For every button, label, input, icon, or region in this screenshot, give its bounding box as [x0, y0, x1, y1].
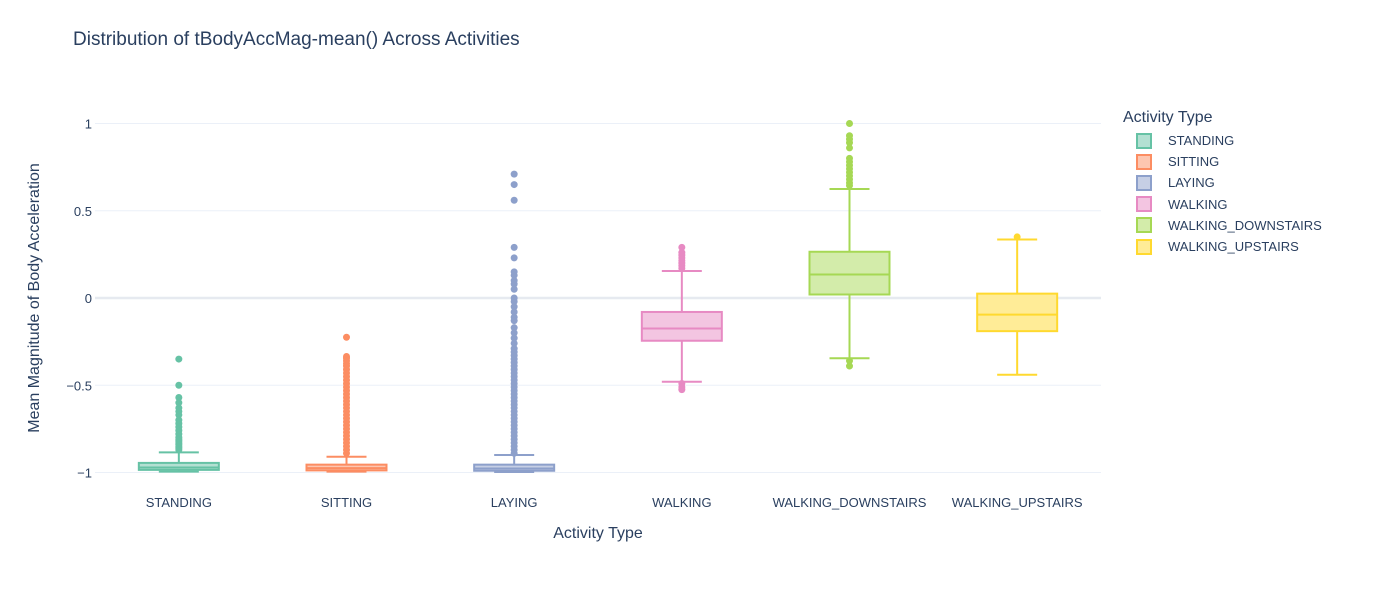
outlier-point: [510, 297, 518, 305]
outlier-point: [175, 399, 183, 407]
outlier-point: [846, 120, 853, 127]
outlier-point: [678, 386, 686, 394]
outlier-point: [510, 243, 518, 251]
outlier-point: [510, 254, 518, 262]
box-iqr: [808, 250, 891, 296]
x-axis-ticks: STANDING SITTING LAYING WALKING WALKING_DOWN…: [146, 495, 1083, 510]
outlier-point: [510, 308, 518, 316]
box-laying[interactable]: [473, 170, 556, 473]
outlier-point: [510, 339, 518, 347]
legend-item-sitting[interactable]: SITTING: [1123, 151, 1322, 172]
box-iqr: [137, 461, 220, 471]
legend-item-standing[interactable]: STANDING: [1123, 130, 1322, 151]
outlier-point: [510, 334, 518, 342]
box-standing[interactable]: [137, 355, 220, 473]
legend-item-walking[interactable]: WALKING: [1123, 194, 1322, 215]
outlier-point: [175, 381, 183, 389]
x-tick-label: WALKING_DOWNSTAIRS: [773, 495, 927, 510]
box-walking-downstairs[interactable]: [808, 120, 891, 370]
legend-title: Activity Type: [1123, 109, 1213, 126]
x-tick-label: WALKING_UPSTAIRS: [952, 495, 1083, 510]
chart-title: Distribution of tBodyAccMag-mean() Acros…: [73, 29, 520, 50]
y-axis-ticks: −1 −0.5 0 0.5 1: [66, 117, 92, 481]
legend-item-laying[interactable]: LAYING: [1123, 172, 1322, 193]
x-tick-label: WALKING: [652, 495, 711, 510]
y-tick-label: −1: [77, 466, 92, 481]
outlier-point: [510, 324, 518, 332]
box-layer[interactable]: [137, 120, 1059, 473]
legend-swatch: [1136, 238, 1152, 255]
legend-swatch: [1136, 174, 1152, 191]
outlier-point: [510, 285, 518, 293]
legend-label: SITTING: [1168, 154, 1220, 170]
y-tick-label: 0: [85, 291, 92, 306]
legend-swatch: [1136, 132, 1152, 149]
legend-label: WALKING: [1168, 196, 1228, 212]
box-iqr: [640, 310, 723, 342]
grid-layer: [95, 123, 1101, 473]
outlier-point: [343, 449, 350, 457]
y-tick-label: 1: [85, 117, 92, 132]
outlier-point: [343, 333, 350, 341]
legend-item-walking-upstairs[interactable]: WALKING_UPSTAIRS: [1123, 236, 1322, 257]
outlier-point: [510, 303, 518, 311]
legend: Activity Type STANDING SITTING LAYING WALKI…: [1123, 109, 1322, 257]
y-axis-title: Mean Magnitude of Body Acceleration: [26, 163, 43, 433]
legend-swatch: [1136, 153, 1152, 170]
outlier-point: [510, 280, 518, 288]
outlier-point: [678, 264, 686, 272]
x-tick-label: LAYING: [491, 495, 538, 510]
box-walking-upstairs[interactable]: [976, 233, 1059, 376]
outlier-point: [175, 446, 183, 454]
outlier-point: [846, 139, 853, 147]
outlier-point: [846, 181, 853, 189]
outlier-point: [510, 196, 518, 204]
legend-label: WALKING_DOWNSTAIRS: [1168, 217, 1322, 233]
outlier-point: [510, 317, 518, 325]
outlier-point: [510, 170, 518, 178]
legend-label: WALKING_UPSTAIRS: [1168, 239, 1299, 255]
y-tick-label: 0.5: [74, 204, 92, 219]
box-walking[interactable]: [640, 243, 723, 394]
outlier-point: [846, 357, 853, 365]
legend-label: STANDING: [1168, 133, 1235, 149]
outlier-point: [510, 181, 518, 189]
legend-swatch: [1136, 196, 1152, 213]
y-tick-label: −0.5: [66, 378, 92, 393]
outlier-point: [175, 411, 183, 419]
box-iqr: [976, 292, 1059, 333]
legend-items: STANDING SITTING LAYING WALKING WALKING_DOWN…: [1123, 130, 1322, 257]
outlier-point: [1013, 233, 1021, 241]
outlier-point: [510, 329, 518, 337]
x-tick-label: SITTING: [321, 495, 372, 510]
outlier-point: [175, 355, 183, 363]
legend-label: LAYING: [1168, 175, 1215, 191]
x-axis-title: Activity Type: [553, 525, 643, 542]
legend-swatch: [1136, 217, 1152, 234]
outlier-point: [510, 271, 518, 279]
outlier-point: [846, 144, 853, 152]
x-tick-label: STANDING: [146, 495, 212, 510]
outlier-point: [846, 362, 853, 370]
outlier-point: [175, 393, 183, 401]
outlier-point: [678, 243, 686, 251]
outlier-point: [510, 449, 518, 457]
box-sitting[interactable]: [305, 333, 388, 473]
legend-item-walking-downstairs[interactable]: WALKING_DOWNSTAIRS: [1123, 215, 1322, 236]
